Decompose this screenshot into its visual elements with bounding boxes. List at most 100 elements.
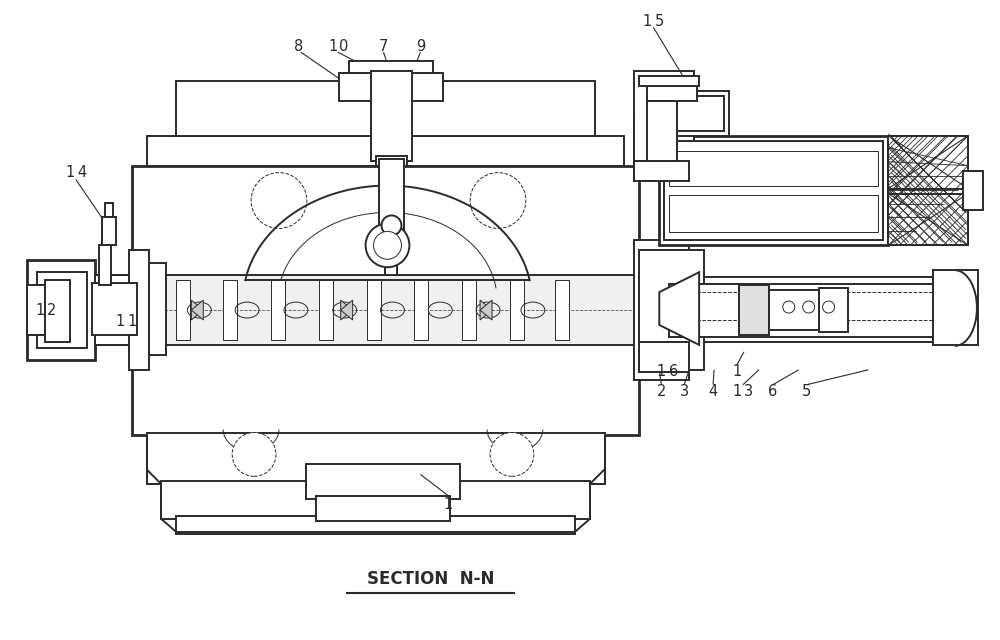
Bar bbox=[376, 156, 407, 166]
Bar bbox=[349, 61, 433, 73]
Text: 6: 6 bbox=[669, 364, 678, 380]
Bar bbox=[223, 280, 237, 340]
Bar bbox=[316, 496, 450, 521]
Text: 3: 3 bbox=[744, 384, 753, 399]
Text: 8: 8 bbox=[294, 38, 304, 54]
Text: 1: 1 bbox=[127, 314, 136, 330]
Bar bbox=[664, 141, 883, 241]
Bar bbox=[639, 277, 958, 342]
Text: SECTION  N-N: SECTION N-N bbox=[367, 570, 494, 588]
Bar bbox=[669, 195, 878, 232]
Bar bbox=[888, 193, 968, 245]
Bar bbox=[379, 159, 404, 241]
Bar bbox=[27, 260, 95, 360]
Text: 1: 1 bbox=[35, 303, 45, 317]
Bar bbox=[367, 280, 381, 340]
Text: 4: 4 bbox=[77, 165, 86, 180]
Bar bbox=[414, 280, 428, 340]
Bar bbox=[147, 136, 624, 166]
Text: 1: 1 bbox=[115, 314, 124, 330]
Bar bbox=[639, 250, 704, 370]
Circle shape bbox=[232, 433, 276, 476]
Bar bbox=[27, 285, 45, 335]
Polygon shape bbox=[480, 300, 492, 320]
Bar bbox=[664, 96, 724, 131]
Polygon shape bbox=[341, 300, 353, 320]
Circle shape bbox=[803, 301, 815, 313]
Text: 1: 1 bbox=[732, 364, 742, 380]
Circle shape bbox=[783, 301, 795, 313]
Bar bbox=[888, 136, 968, 245]
Bar bbox=[319, 280, 333, 340]
Bar bbox=[99, 245, 111, 285]
Bar bbox=[102, 218, 116, 245]
Bar bbox=[963, 171, 983, 211]
Text: 7: 7 bbox=[379, 38, 388, 54]
Text: 5: 5 bbox=[655, 14, 664, 29]
Text: 4: 4 bbox=[708, 384, 718, 399]
Text: 9: 9 bbox=[416, 38, 425, 54]
Bar bbox=[634, 71, 694, 180]
Circle shape bbox=[366, 223, 409, 268]
Bar bbox=[634, 161, 689, 180]
Circle shape bbox=[490, 433, 534, 476]
Text: 1: 1 bbox=[65, 165, 75, 180]
Bar bbox=[102, 225, 110, 245]
Bar bbox=[371, 71, 412, 161]
Bar bbox=[639, 76, 699, 86]
Bar bbox=[45, 280, 70, 342]
Bar bbox=[92, 283, 137, 335]
Text: 5: 5 bbox=[802, 384, 811, 399]
Bar bbox=[669, 284, 938, 337]
Bar bbox=[176, 516, 575, 534]
Circle shape bbox=[382, 216, 401, 236]
Text: 0: 0 bbox=[339, 38, 348, 54]
Bar bbox=[147, 433, 605, 484]
Bar bbox=[176, 81, 595, 136]
Bar bbox=[647, 101, 677, 161]
Circle shape bbox=[374, 232, 401, 259]
Text: 3: 3 bbox=[680, 384, 689, 399]
Text: 1: 1 bbox=[643, 14, 652, 29]
Bar bbox=[819, 288, 848, 332]
Text: 1: 1 bbox=[732, 384, 742, 399]
Bar bbox=[634, 241, 689, 380]
Bar bbox=[462, 280, 476, 340]
Bar bbox=[149, 263, 166, 355]
Bar bbox=[639, 342, 689, 372]
Text: 2: 2 bbox=[47, 303, 57, 317]
Bar bbox=[669, 151, 878, 186]
Bar bbox=[769, 290, 819, 330]
Bar bbox=[37, 272, 87, 348]
Bar bbox=[102, 275, 664, 345]
Bar bbox=[555, 280, 569, 340]
Bar bbox=[176, 280, 190, 340]
Bar bbox=[659, 91, 729, 136]
Text: 1: 1 bbox=[657, 364, 666, 380]
Bar bbox=[933, 270, 978, 345]
Polygon shape bbox=[191, 300, 203, 320]
Text: 1: 1 bbox=[444, 497, 453, 512]
Text: 2: 2 bbox=[657, 384, 666, 399]
Bar bbox=[647, 81, 697, 101]
Bar bbox=[739, 285, 769, 335]
Bar bbox=[95, 275, 132, 345]
Bar bbox=[888, 136, 968, 189]
Bar bbox=[161, 481, 590, 519]
Polygon shape bbox=[341, 300, 353, 320]
Bar bbox=[383, 238, 400, 260]
Bar bbox=[129, 250, 149, 370]
Bar bbox=[306, 465, 460, 499]
Polygon shape bbox=[659, 272, 699, 345]
Bar bbox=[105, 202, 113, 218]
Text: 1: 1 bbox=[328, 38, 337, 54]
Circle shape bbox=[823, 301, 835, 313]
Bar bbox=[659, 136, 888, 245]
Bar bbox=[271, 280, 285, 340]
Bar bbox=[888, 136, 968, 245]
Text: 6: 6 bbox=[768, 384, 777, 399]
Bar bbox=[132, 166, 639, 435]
Polygon shape bbox=[480, 300, 492, 320]
Bar bbox=[510, 280, 524, 340]
Bar bbox=[385, 257, 397, 275]
